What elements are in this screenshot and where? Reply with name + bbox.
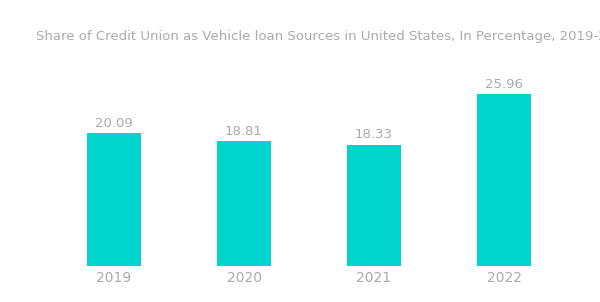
Bar bbox=[347, 145, 401, 266]
Bar bbox=[217, 142, 271, 266]
Bar bbox=[87, 133, 142, 266]
Text: 18.33: 18.33 bbox=[355, 128, 393, 141]
Text: 20.09: 20.09 bbox=[95, 117, 133, 130]
Text: 25.96: 25.96 bbox=[485, 78, 523, 91]
Text: 18.81: 18.81 bbox=[225, 125, 263, 138]
Text: Share of Credit Union as Vehicle loan Sources in United States, In Percentage, 2: Share of Credit Union as Vehicle loan So… bbox=[36, 31, 600, 43]
Bar bbox=[476, 94, 532, 266]
